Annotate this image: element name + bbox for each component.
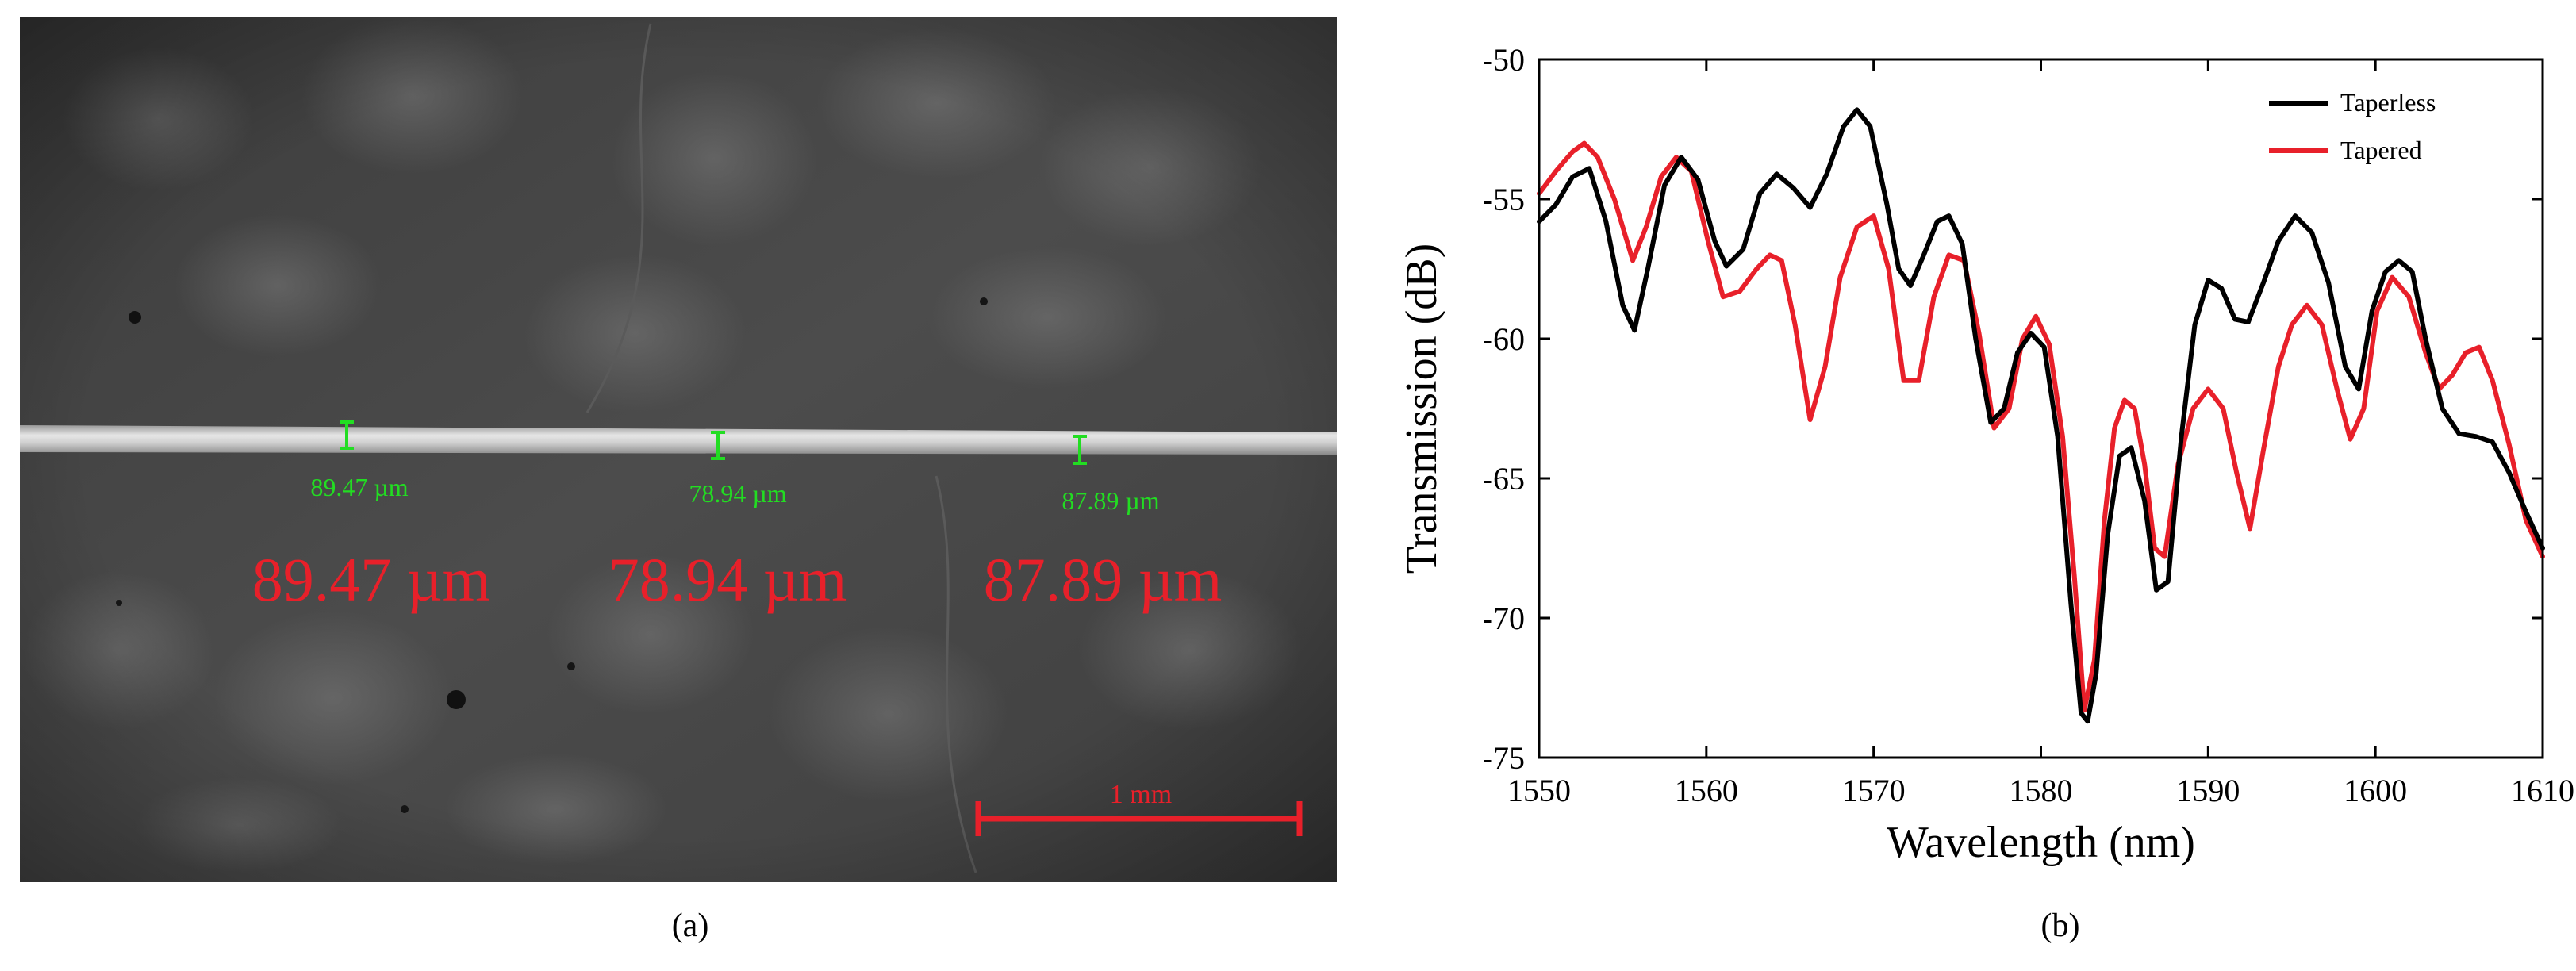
measurement-label-3: 87.89 µm: [1061, 486, 1159, 515]
y-axis-label: Transmission (dB): [1397, 244, 1446, 574]
y-tick-label: -65: [1483, 461, 1525, 497]
legend-label-taperless: Taperless: [2340, 88, 2436, 117]
series-line-taperless: [1537, 107, 2545, 724]
x-axis-label: Wavelength (nm): [1887, 818, 2195, 867]
plot-frame: [1538, 58, 2544, 759]
x-tick-label: 1580: [2010, 773, 2073, 808]
annotation-label-2: 78.94 µm: [608, 545, 847, 614]
micrograph-panel: 89.47 µm 78.94 µm 87.89 µm 89.47 µm 78.9…: [20, 16, 1337, 944]
x-tick-label: 1600: [2344, 773, 2407, 808]
panel-a-caption: (a): [672, 908, 709, 944]
y-tick-label: -70: [1483, 601, 1525, 636]
y-tick-label: -50: [1483, 42, 1525, 78]
scale-bar: [975, 801, 1303, 836]
measurement-label-1: 89.47 µm: [310, 473, 408, 501]
x-tick-label: 1570: [1842, 773, 1906, 808]
panel-b-caption: (b): [2041, 908, 2080, 944]
scale-bar-label: 1 mm: [1110, 780, 1172, 809]
y-tick-label: -60: [1483, 321, 1525, 357]
legend-label-tapered: Tapered: [2340, 136, 2422, 164]
measurement-markers: [340, 420, 1087, 465]
x-tick-label: 1610: [2511, 773, 2574, 808]
annotation-label-3: 87.89 µm: [984, 545, 1223, 614]
series-line-tapered: [1537, 140, 2545, 713]
annotation-label-1: 89.47 µm: [252, 545, 491, 614]
measurement-label-2: 78.94 µm: [689, 479, 786, 508]
y-tick-label: -75: [1483, 740, 1525, 776]
x-tick-label: 1550: [1507, 773, 1571, 808]
y-tick-label: -55: [1483, 182, 1525, 217]
transmission-chart: 1550 1560 1570 1580 1590 1600 1610 -50 -55 -60 -65…: [1397, 42, 2574, 944]
x-tick-label: 1560: [1675, 773, 1738, 808]
x-tick-label: 1590: [2176, 773, 2240, 808]
